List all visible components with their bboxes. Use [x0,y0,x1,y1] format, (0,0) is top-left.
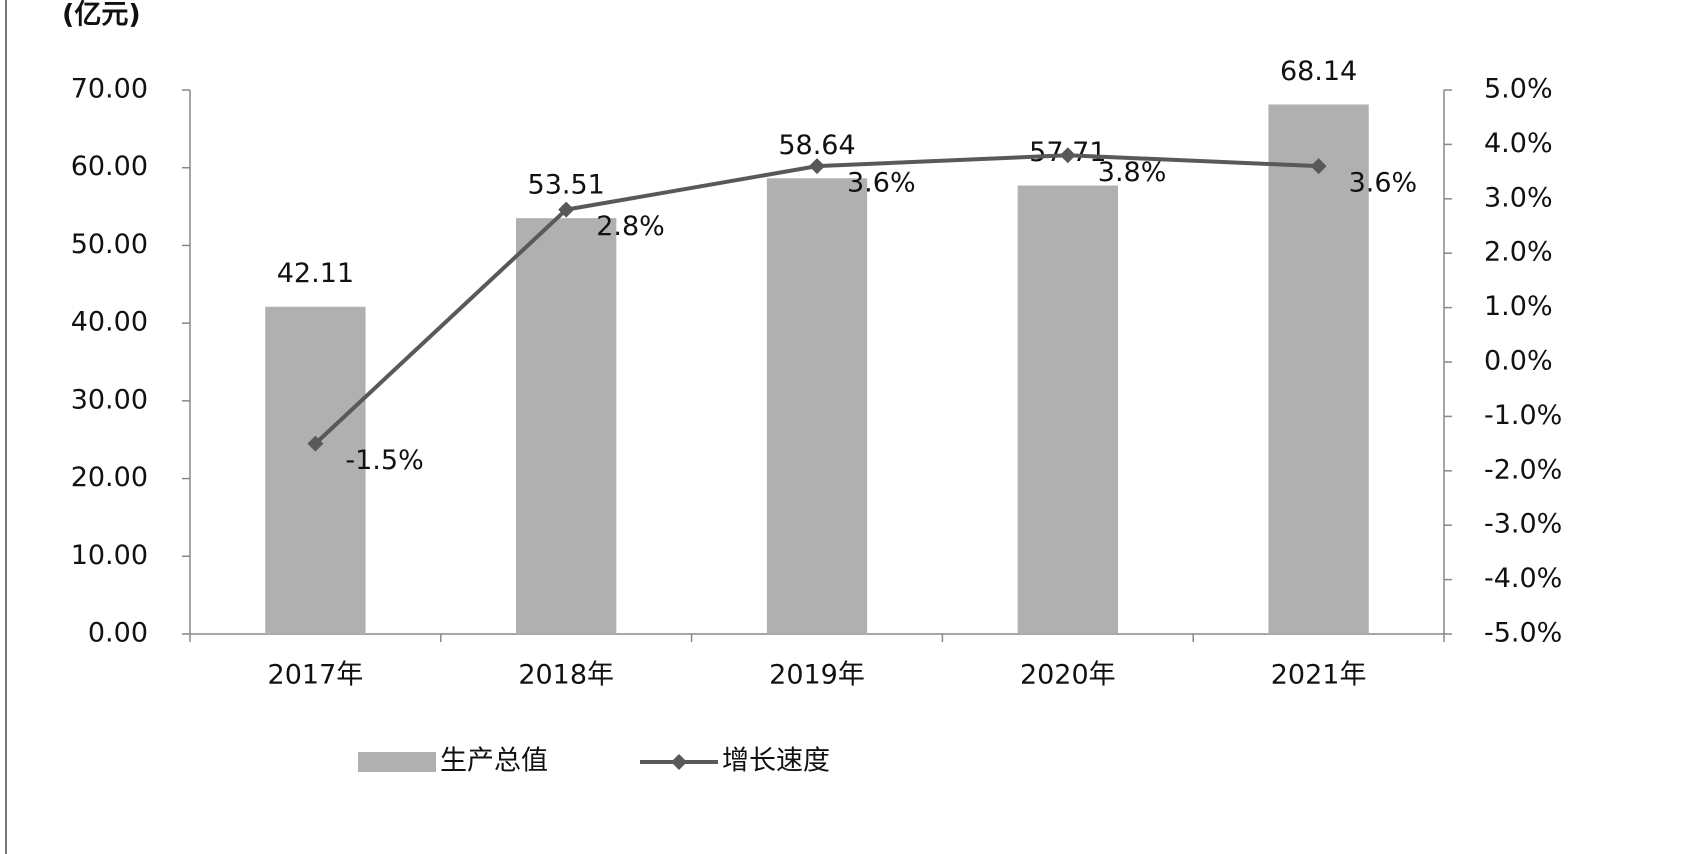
y2-tick-label: 3.0% [1484,182,1553,213]
y-tick-label: 0.00 [88,618,148,649]
line-marker [1059,147,1076,164]
line-value-label: 3.6% [1349,168,1418,199]
line-value-label: 3.6% [847,168,916,199]
bar-value-label: 68.14 [1280,56,1357,87]
y-tick-label: 30.00 [71,384,148,415]
line-value-label: 2.8% [596,211,665,242]
x-tick-label: 2018年 [518,660,614,691]
bar [766,178,868,634]
y2-tick-label: -2.0% [1484,454,1562,485]
y2-tick-label: -4.0% [1484,563,1562,594]
line-marker [1310,158,1327,175]
bar-value-label: 42.11 [277,258,354,289]
bar [1017,185,1118,634]
line-marker [809,158,825,175]
x-tick-label: 2017年 [268,660,364,691]
y-tick-label: 20.00 [71,462,148,493]
y2-tick-label: -5.0% [1484,618,1562,649]
y2-tick-label: 4.0% [1484,128,1553,159]
line-value-label: -1.5% [345,445,423,476]
bar [516,218,617,634]
y-tick-label: 10.00 [71,540,148,571]
legend-label: 生产总值 [440,746,548,777]
legend-marker [671,754,687,770]
bar-value-label: 58.64 [778,130,855,161]
line-marker [307,435,324,452]
y2-tick-label: 0.0% [1484,346,1553,377]
bar [265,306,366,634]
y2-tick-label: 2.0% [1484,237,1553,268]
y-tick-label: 50.00 [71,229,148,260]
bar [1268,104,1369,635]
y-tick-label: 40.00 [71,307,148,338]
y2-tick-label: -1.0% [1484,400,1562,431]
y2-tick-label: 5.0% [1484,74,1553,105]
bar-value-label: 53.51 [528,170,605,201]
x-tick-label: 2019年 [769,660,865,691]
y2-tick-label: 1.0% [1484,291,1553,322]
line-value-label: 3.8% [1098,157,1167,188]
legend-swatch [358,752,436,772]
x-tick-label: 2021年 [1271,660,1367,691]
legend-label: 增长速度 [722,746,830,777]
y-axis-label: (亿元) [62,0,141,31]
line-marker [558,201,575,218]
y2-tick-label: -3.0% [1484,509,1562,540]
y-tick-label: 70.00 [71,74,148,105]
x-tick-label: 2020年 [1020,660,1116,691]
y-tick-label: 60.00 [71,151,148,182]
